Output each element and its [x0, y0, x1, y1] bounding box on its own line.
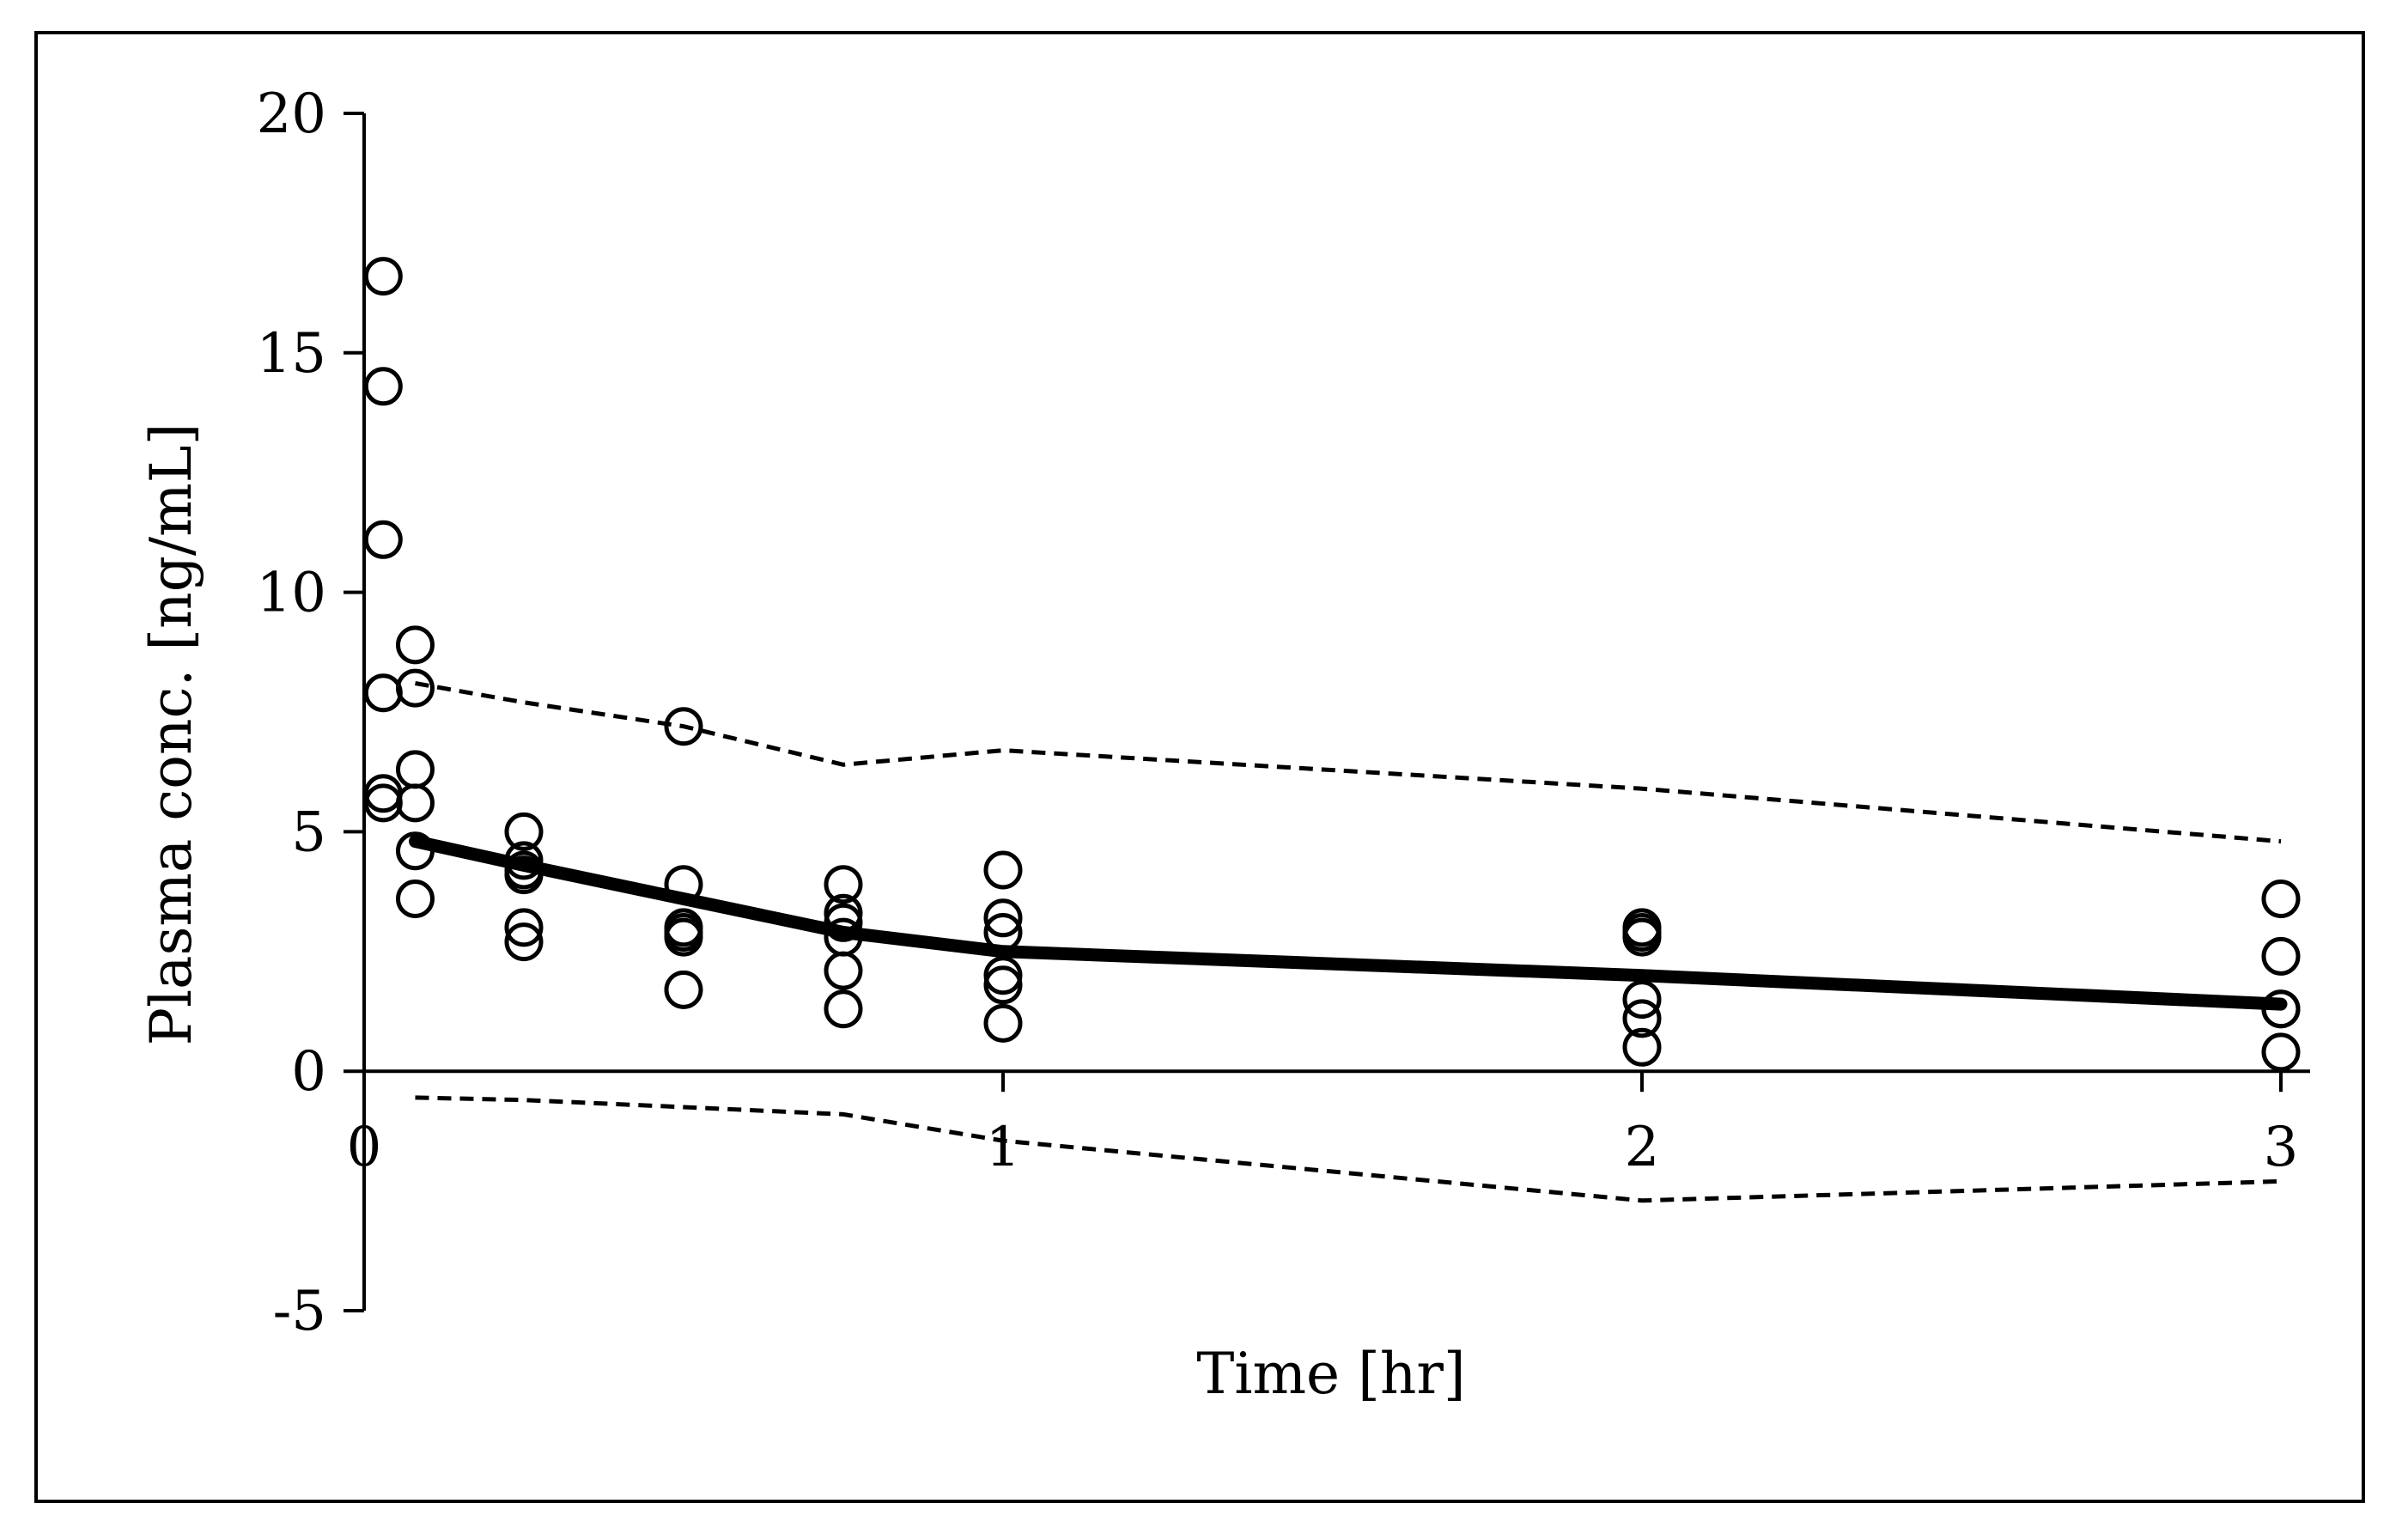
- data-point: [363, 367, 403, 406]
- data-point: [1622, 1027, 1662, 1067]
- data-point: [396, 783, 435, 823]
- data-point: [1622, 980, 1662, 1020]
- data-point: [2261, 1032, 2301, 1072]
- axes-layer: -5 0 5 10 15 20 0 1 2 3: [257, 82, 2310, 1343]
- data-point: [824, 893, 863, 933]
- data-point: [504, 841, 544, 880]
- x-tick-label: 3: [2264, 1116, 2299, 1179]
- x-tick-label: 2: [1625, 1116, 1660, 1179]
- data-points-layer: [363, 257, 2301, 1072]
- data-point: [983, 1003, 1023, 1043]
- data-point: [664, 707, 703, 746]
- data-point: [504, 908, 544, 947]
- data-point: [396, 831, 435, 871]
- x-axis-title: Time [hr]: [1196, 1341, 1465, 1407]
- data-point: [824, 989, 863, 1029]
- data-point: [824, 903, 863, 942]
- x-tick-label: 0: [347, 1116, 382, 1179]
- data-point: [664, 970, 703, 1009]
- data-point: [396, 625, 435, 665]
- x-tick-label: 1: [986, 1116, 1021, 1179]
- y-tick-label: 0: [291, 1040, 326, 1104]
- data-point: [983, 965, 1023, 1005]
- y-tick-label: -5: [273, 1280, 326, 1343]
- data-point: [1622, 999, 1662, 1038]
- data-point: [2261, 880, 2301, 918]
- data-point: [983, 913, 1023, 952]
- data-point: [396, 668, 435, 708]
- data-point: [983, 898, 1023, 938]
- data-point: [2261, 989, 2301, 1029]
- data-point: [363, 257, 403, 296]
- data-point: [824, 865, 863, 904]
- data-point: [504, 812, 544, 851]
- upper-bound-line: [415, 681, 2282, 844]
- data-point: [983, 850, 1023, 890]
- data-point: [1622, 917, 1662, 957]
- data-point: [363, 783, 403, 823]
- data-point: [504, 922, 544, 962]
- y-tick-label: 10: [257, 562, 326, 625]
- y-axis-title: Plasma conc. [ng/mL]: [138, 423, 204, 1046]
- y-tick-label: 5: [291, 800, 326, 864]
- y-tick-label: 15: [257, 322, 326, 386]
- data-point: [396, 880, 435, 918]
- data-point: [363, 520, 403, 559]
- y-tick-label: 20: [257, 82, 326, 146]
- data-point: [664, 865, 703, 904]
- data-point: [2261, 936, 2301, 976]
- data-point: [664, 917, 703, 957]
- data-point: [504, 855, 544, 895]
- data-point: [983, 956, 1023, 995]
- data-point: [824, 951, 863, 990]
- chart-frame: [34, 31, 2365, 1503]
- lower-bound-line: [415, 1095, 2282, 1203]
